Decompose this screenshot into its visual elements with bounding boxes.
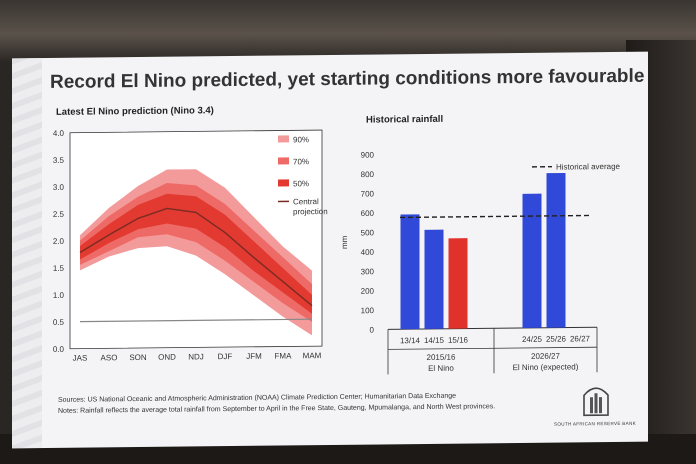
rain-y-tick: 700 [361,189,375,198]
nino-y-tick: 0.0 [53,345,65,354]
nino-x-tick: JFM [246,352,262,361]
rain-y-tick: 200 [361,287,375,296]
nino-x-tick: SON [129,353,147,362]
legend-label: 50% [293,179,309,188]
rain-y-tick: 100 [361,306,375,315]
nino-y-tick: 1.5 [53,264,65,273]
rain-x-tick: 24/25 [522,335,543,344]
rain-group-label: 2026/27 [531,352,560,361]
nino-x-tick: JAS [73,354,88,363]
legend-swatch [278,157,289,165]
legend-label: 90% [293,135,309,144]
rain-group-sublabel: El Nino (expected) [513,362,579,372]
rain-x-tick: 14/15 [424,336,445,345]
legend-label: Central [293,197,319,206]
rain-x-tick: 25/26 [546,335,567,344]
rain-y-tick: 600 [361,209,375,218]
nino-x-tick: ASO [101,353,118,362]
rain-y-label: mm [340,235,349,249]
rainfall-bar-chart: 0 100 200 300 400 500 600 700 800 900 mm Historical… [340,151,621,375]
wall-background [0,0,696,62]
slide-notes: Sources: US National Oceanic and Atmosph… [58,390,495,417]
rain-group-sublabel: El Nino [428,364,454,373]
rain-x-tick: 13/14 [400,336,421,345]
legend-label: projection [293,207,328,216]
confidence-band-50pct [80,193,312,314]
nino-y-tick: 2.5 [53,210,65,219]
reserve-bank-logo-icon [583,387,609,417]
rain-x-tick: 15/16 [448,336,469,345]
nino-prediction-chart: 0.0 0.5 1.0 1.5 2.0 2.5 3.0 3.5 4.0 JAS ASO SON OND N… [53,129,328,363]
group-divider [388,346,597,350]
rainfall-bar [448,238,468,329]
rain-y-tick: 300 [361,267,375,276]
nino-x-tick: NDJ [188,352,204,361]
nino-x-tick: OND [158,353,176,362]
rain-y-tick: 0 [370,326,375,335]
legend-swatch [278,135,289,143]
central-projection-line [79,207,313,307]
nino-y-tick: 1.0 [53,291,65,300]
nino-y-tick: 4.0 [53,129,65,138]
rain-group-label: 2015/16 [427,353,456,362]
legend-label: 70% [293,157,309,166]
nino-y-tick: 0.5 [53,318,65,327]
nino-y-tick: 3.0 [53,183,65,192]
rain-y-tick: 500 [361,228,375,237]
projected-slide: Record El Nino predicted, yet starting c… [12,51,648,449]
rain-y-tick: 800 [361,170,375,179]
reference-line [80,318,312,323]
nino-y-tick: 3.5 [53,156,65,165]
rainfall-bar [400,214,420,330]
rain-x-tick: 26/27 [570,334,591,343]
rainfall-bar [424,229,444,330]
legend-label: Historical average [556,162,621,172]
rain-y-tick: 900 [361,151,375,160]
rain-y-tick: 400 [361,248,375,257]
nino-x-tick: DJF [218,352,233,361]
rainfall-bar [522,193,542,328]
nino-x-tick: MAM [303,351,322,360]
rainfall-bar [546,172,566,328]
nino-x-tick: FMA [275,351,293,360]
bank-name: SOUTH AFRICAN RESERVE BANK [554,420,636,427]
nino-y-tick: 2.0 [53,237,65,246]
legend-swatch [278,179,289,187]
